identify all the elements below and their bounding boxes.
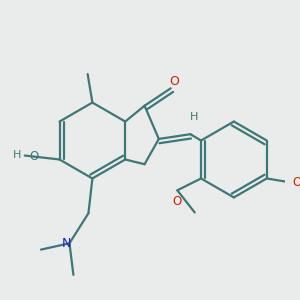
Text: O: O	[172, 195, 181, 208]
Text: O: O	[292, 176, 300, 189]
Text: H: H	[13, 150, 21, 160]
Text: N: N	[61, 237, 71, 250]
Text: O: O	[30, 150, 39, 163]
Text: O: O	[170, 75, 179, 88]
Text: H: H	[190, 112, 199, 122]
